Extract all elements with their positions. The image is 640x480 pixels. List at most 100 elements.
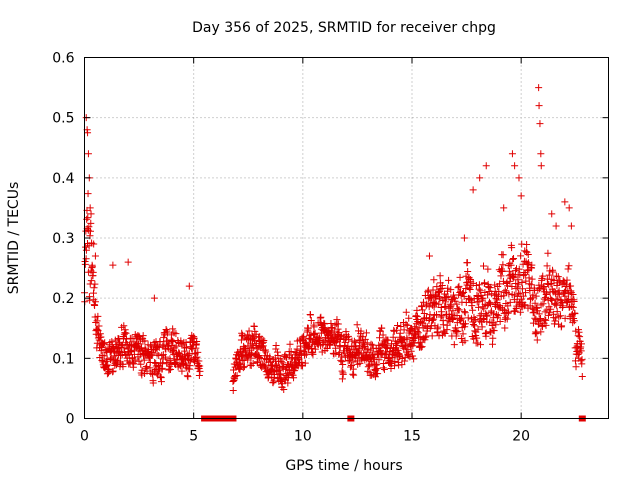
data-point — [284, 379, 292, 387]
data-point — [418, 306, 426, 314]
data-point — [84, 214, 92, 222]
data-point — [193, 353, 201, 361]
data-point — [91, 298, 99, 306]
data-point — [311, 345, 319, 353]
data-point — [380, 365, 388, 373]
data-point — [486, 284, 494, 292]
data-point — [430, 276, 438, 284]
data-point — [407, 347, 415, 355]
data-point — [447, 286, 455, 294]
data-point — [394, 346, 402, 354]
data-point — [98, 344, 106, 352]
data-point — [237, 336, 245, 344]
data-point — [558, 322, 566, 330]
data-point — [95, 322, 103, 330]
data-point — [479, 294, 487, 302]
data-point — [511, 307, 519, 315]
data-point — [131, 356, 139, 364]
data-point — [542, 321, 550, 329]
data-point — [375, 356, 383, 364]
data-point — [565, 262, 573, 270]
y-tick-label: 0.2 — [52, 291, 74, 307]
data-point — [469, 306, 477, 314]
data-point — [280, 386, 288, 394]
data-point — [250, 323, 258, 331]
data-point — [120, 322, 128, 330]
data-point — [546, 308, 554, 316]
data-point — [535, 320, 543, 328]
data-point — [162, 326, 170, 334]
data-point — [519, 292, 527, 300]
data-point — [435, 332, 443, 340]
data-point — [483, 311, 491, 319]
data-point — [363, 339, 371, 347]
data-point — [477, 341, 485, 349]
data-point — [361, 343, 369, 351]
spike-point — [515, 174, 523, 182]
data-point — [109, 368, 117, 376]
data-point — [456, 273, 464, 281]
data-point — [436, 295, 444, 303]
data-point — [169, 325, 177, 333]
data-point — [515, 280, 523, 288]
data-point — [461, 309, 469, 317]
data-point — [287, 347, 295, 355]
data-point — [260, 337, 268, 345]
data-point — [556, 312, 564, 320]
data-point — [450, 341, 458, 349]
data-point — [493, 296, 501, 304]
data-point — [172, 330, 180, 338]
data-point — [514, 283, 522, 291]
data-point — [535, 310, 543, 318]
grid-lines — [84, 57, 609, 419]
spike-point — [91, 252, 99, 260]
data-point — [501, 287, 509, 295]
y-tick-label: 0.4 — [52, 171, 74, 187]
data-point — [446, 300, 454, 308]
data-point — [100, 352, 108, 360]
data-point — [334, 320, 342, 328]
spike-point — [567, 222, 575, 230]
data-point — [229, 387, 237, 395]
data-point — [437, 313, 445, 321]
data-point — [451, 297, 459, 305]
spike-point — [84, 150, 92, 158]
data-point — [166, 362, 174, 370]
data-point — [503, 278, 511, 286]
data-point — [350, 337, 358, 345]
data-point — [195, 357, 203, 365]
data-point — [397, 322, 405, 330]
x-tick-label: 0 — [80, 429, 89, 445]
spike-point — [90, 240, 98, 248]
data-point — [448, 310, 456, 318]
data-point — [140, 356, 148, 364]
data-point — [276, 371, 284, 379]
data-point — [504, 302, 512, 310]
data-point — [347, 362, 355, 370]
data-point — [430, 315, 438, 323]
data-point — [508, 244, 516, 252]
y-tick-label: 0.5 — [52, 111, 74, 127]
y-tick-label: 0.6 — [52, 51, 74, 67]
data-point — [569, 303, 577, 311]
data-point — [235, 364, 243, 372]
data-point — [262, 348, 270, 356]
data-point — [195, 372, 203, 380]
data-point — [577, 357, 585, 365]
data-point — [179, 340, 187, 348]
axis-ticks: 0 5 10 15 20 0 0.1 0.2 0.3 0.4 0.5 0.6 — [52, 51, 609, 445]
data-point — [559, 302, 567, 310]
data-point — [117, 351, 125, 359]
data-point — [437, 285, 445, 293]
data-point — [455, 282, 463, 290]
data-point — [509, 255, 517, 263]
data-point — [518, 278, 526, 286]
data-point — [163, 329, 171, 337]
data-point — [349, 370, 357, 378]
data-point — [186, 362, 194, 370]
data-point — [391, 358, 399, 366]
data-point — [471, 316, 479, 324]
data-point — [476, 287, 484, 295]
spike-point — [109, 261, 117, 269]
